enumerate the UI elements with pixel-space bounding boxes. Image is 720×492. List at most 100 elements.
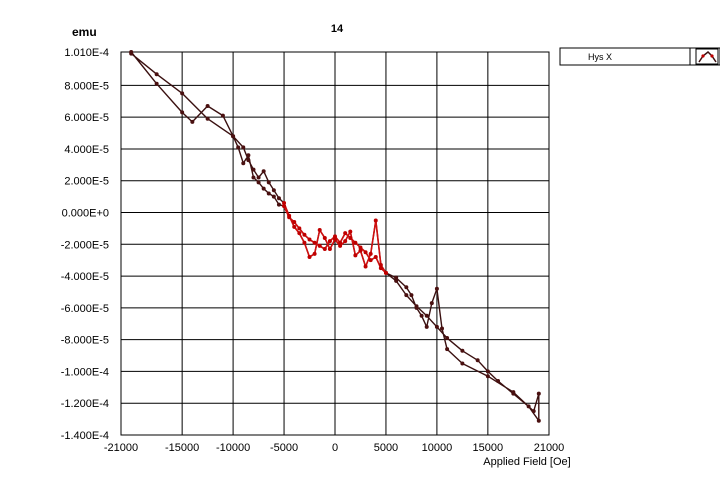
data-point xyxy=(241,145,246,150)
data-point xyxy=(256,180,261,185)
y-tick-label: -2.000E-5 xyxy=(61,239,109,251)
data-point xyxy=(353,240,358,245)
data-point xyxy=(343,231,348,236)
y-tick-label: -4.000E-5 xyxy=(61,271,109,283)
data-point xyxy=(419,313,424,318)
data-point xyxy=(368,258,373,263)
y-tick-label: 8.000E-5 xyxy=(64,80,109,92)
data-point xyxy=(424,324,429,329)
data-point xyxy=(302,240,307,245)
y-tick-label: 6.000E-5 xyxy=(64,112,109,124)
plot-grid xyxy=(120,51,550,436)
y-tick-label: 1.010E-4 xyxy=(64,47,109,59)
data-point xyxy=(297,231,302,236)
data-point xyxy=(261,186,266,191)
data-point xyxy=(445,336,450,341)
data-point xyxy=(440,326,444,331)
x-axis-label: Applied Field [Oe] xyxy=(483,456,570,468)
legend-swatch xyxy=(695,48,719,65)
data-point xyxy=(266,191,271,196)
y-tick-label: 2.000E-5 xyxy=(64,176,109,188)
data-point xyxy=(322,247,327,252)
data-point xyxy=(307,255,312,260)
legend[interactable]: Hys X xyxy=(559,47,720,66)
data-point xyxy=(327,247,332,252)
data-point xyxy=(343,239,348,244)
data-point xyxy=(358,245,363,250)
data-point xyxy=(404,293,409,298)
x-tick-label: -21000 xyxy=(104,442,138,454)
data-point xyxy=(180,110,185,115)
data-point xyxy=(292,220,297,225)
y-axis-label: emu xyxy=(72,25,97,39)
data-point xyxy=(536,391,541,396)
data-point xyxy=(154,81,159,86)
data-point xyxy=(353,253,358,258)
data-point xyxy=(434,286,439,291)
data-point xyxy=(404,285,409,290)
data-point xyxy=(261,169,266,174)
data-point xyxy=(312,240,317,245)
data-point xyxy=(333,237,337,242)
data-point xyxy=(205,116,210,121)
data-point xyxy=(251,175,256,180)
data-point xyxy=(312,251,317,256)
data-point xyxy=(429,301,434,306)
data-point xyxy=(190,119,195,124)
data-point xyxy=(276,196,281,201)
data-point xyxy=(348,229,353,234)
data-point xyxy=(271,188,276,193)
data-point xyxy=(445,347,450,352)
data-point xyxy=(424,313,429,318)
data-point xyxy=(205,104,210,109)
x-tick-label: 5000 xyxy=(374,442,398,454)
data-point xyxy=(327,239,332,244)
data-point xyxy=(460,348,465,353)
legend-box xyxy=(559,47,720,66)
x-tick-label: 10000 xyxy=(422,442,453,454)
data-point xyxy=(246,153,251,158)
x-tick-label: 21000 xyxy=(534,442,565,454)
x-tick-label: 0 xyxy=(332,442,338,454)
data-point xyxy=(378,262,383,267)
y-tick-label: -1.000E-4 xyxy=(61,366,109,378)
x-tick-label: 15000 xyxy=(473,442,504,454)
plot-frame xyxy=(120,51,550,436)
y-axis: 1.010E-4 8.000E-5 6.000E-5 4.000E-5 2.000E-5… xyxy=(61,47,109,442)
data-point xyxy=(460,361,465,366)
data-point xyxy=(536,418,541,423)
data-point xyxy=(282,200,287,205)
y-tick-label: -8.000E-5 xyxy=(61,335,109,347)
data-point xyxy=(409,293,414,298)
data-point xyxy=(282,204,287,209)
series-layer xyxy=(129,50,541,423)
data-point xyxy=(363,250,368,255)
data-point xyxy=(317,243,322,248)
y-tick-label: -1.200E-4 xyxy=(61,398,109,410)
data-point xyxy=(251,167,256,172)
data-point xyxy=(394,278,399,283)
data-point xyxy=(475,358,480,363)
data-point xyxy=(485,369,490,374)
data-point xyxy=(348,235,353,240)
data-point xyxy=(338,243,343,248)
data-point xyxy=(271,194,276,199)
x-tick-label: -5000 xyxy=(270,442,298,454)
legend-label: Hys X xyxy=(588,52,612,62)
data-point xyxy=(292,224,297,229)
data-point xyxy=(338,240,343,245)
y-tick-label: -6.000E-5 xyxy=(61,303,109,315)
data-point xyxy=(297,226,302,231)
y-tick-label: -1.400E-4 xyxy=(61,430,109,442)
data-point xyxy=(317,227,322,232)
data-point xyxy=(256,175,261,180)
data-point xyxy=(496,378,501,383)
data-point xyxy=(322,235,327,240)
data-point xyxy=(373,218,378,223)
data-point xyxy=(276,202,281,207)
x-tick-label: -15000 xyxy=(165,442,199,454)
data-point xyxy=(307,237,312,242)
data-point xyxy=(531,409,536,414)
data-point xyxy=(363,264,368,269)
chart-title: 14 xyxy=(331,23,344,35)
